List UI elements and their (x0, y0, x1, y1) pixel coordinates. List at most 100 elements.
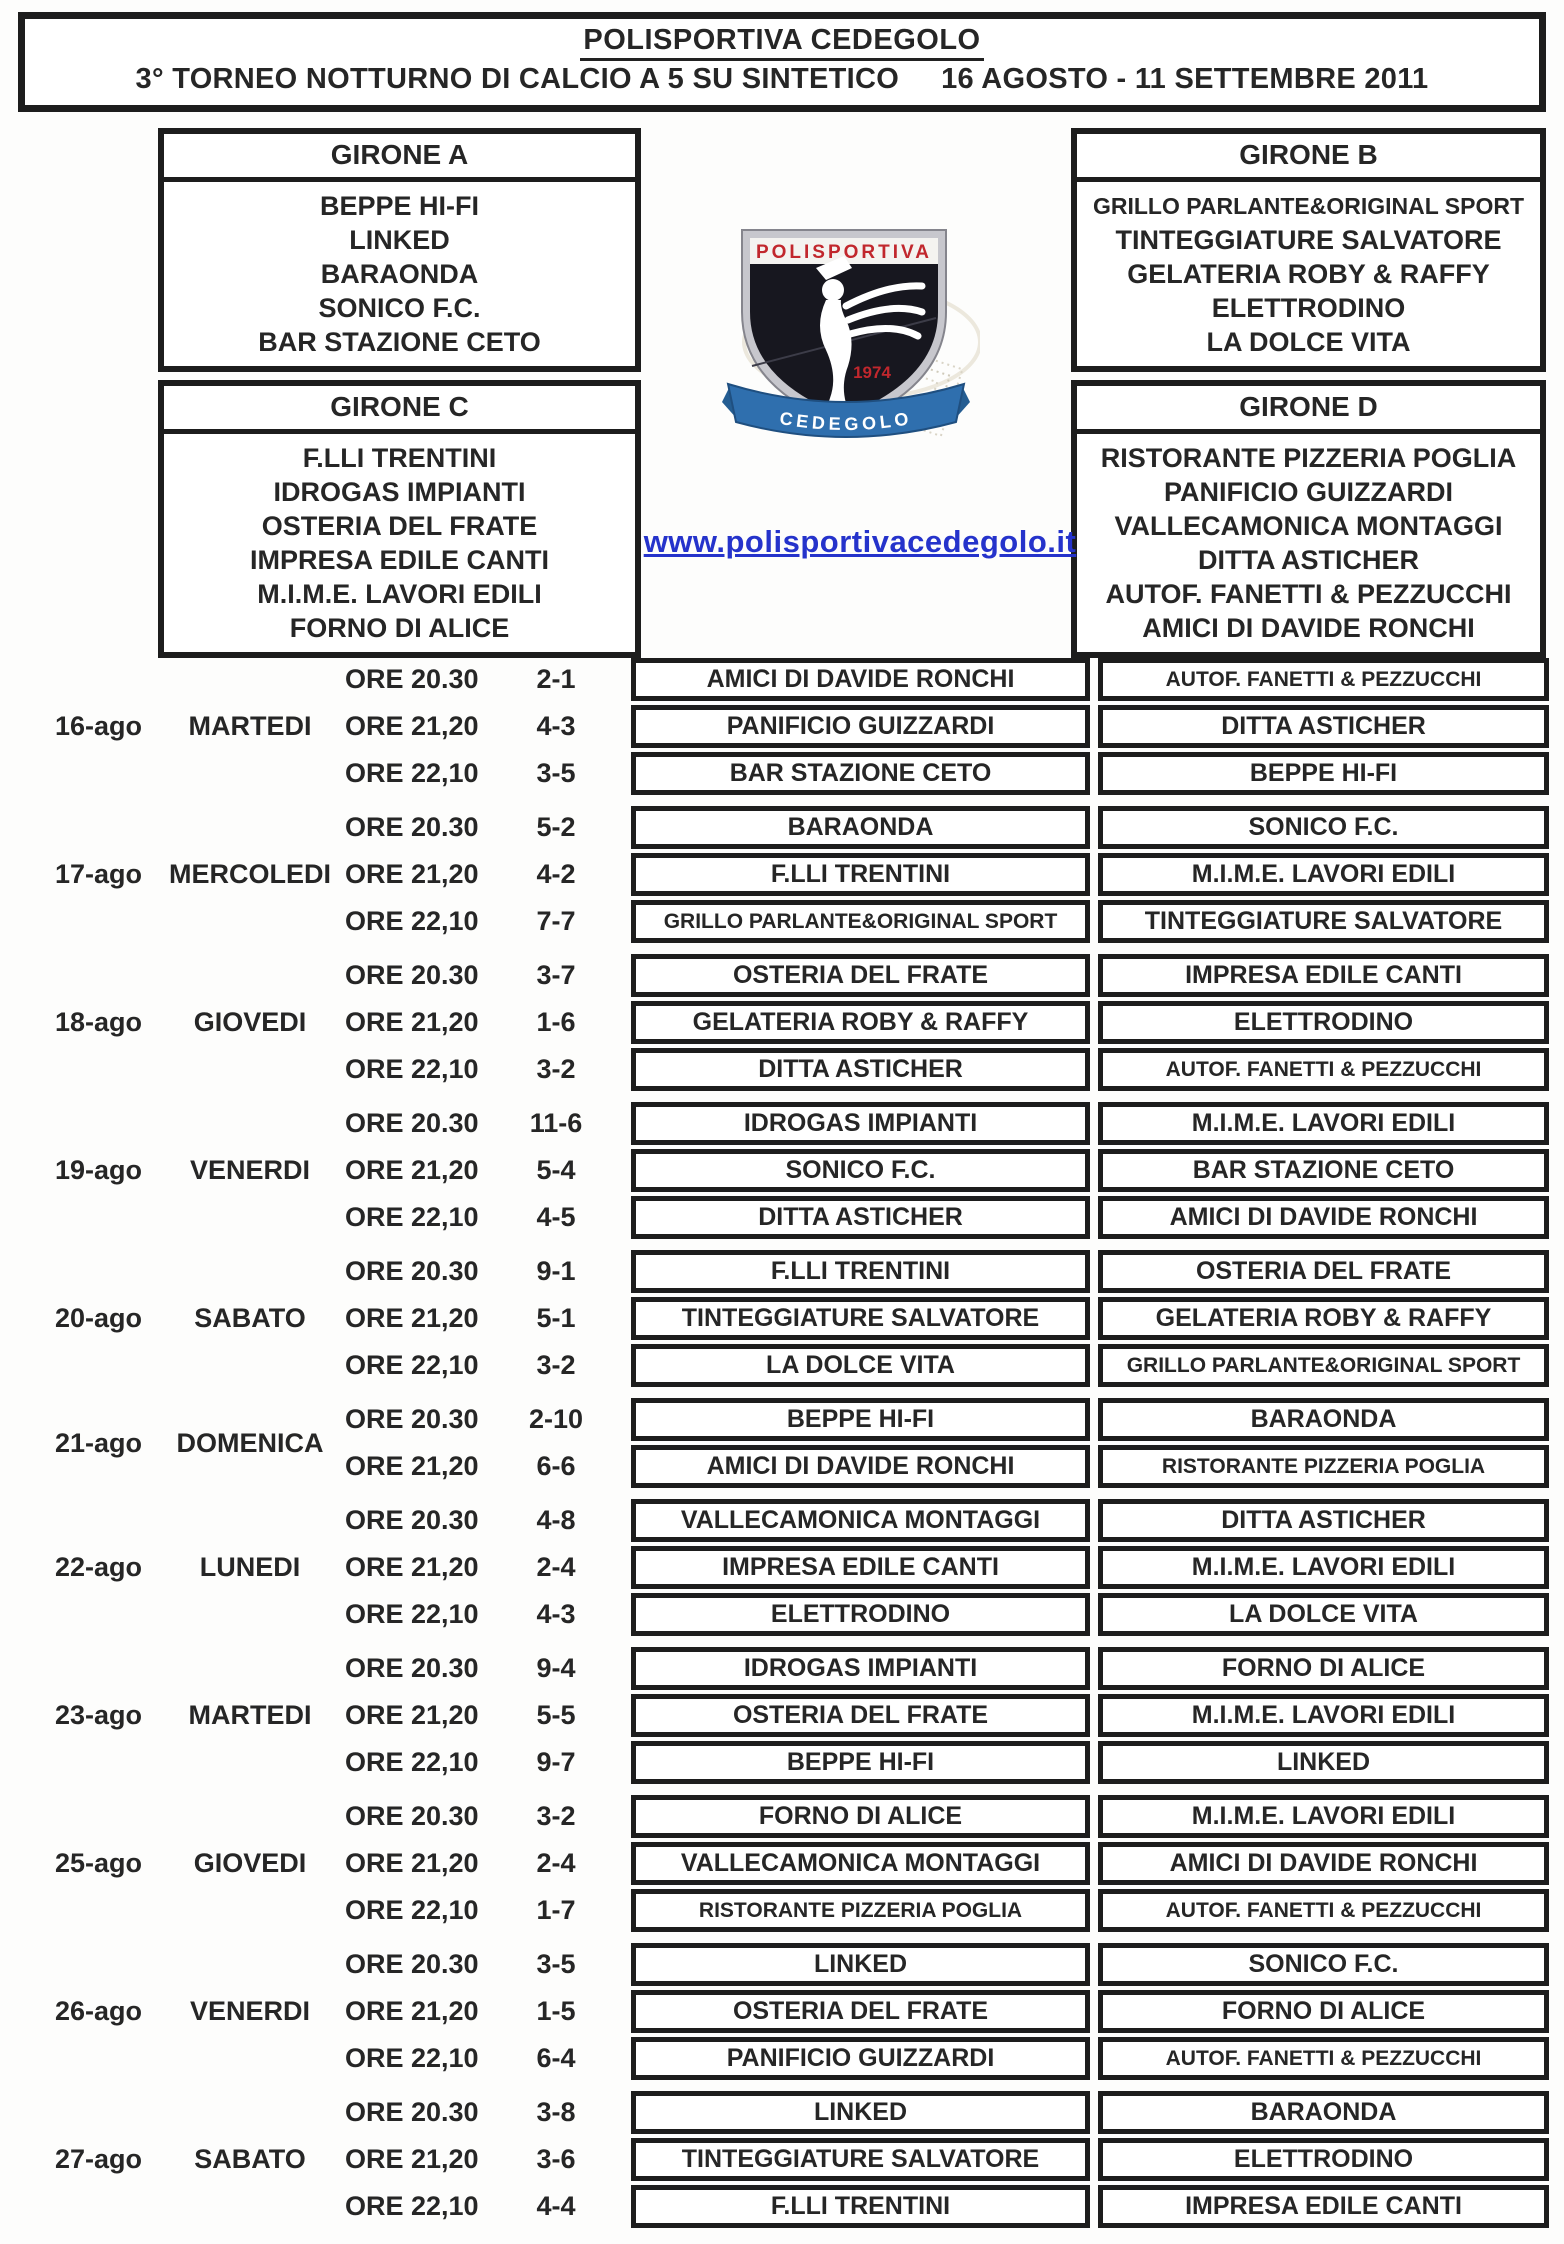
match-time: ORE 21,20 (345, 2144, 479, 2174)
group-team: FORNO DI ALICE (289, 613, 510, 643)
home-team-box: SONICO F.C. (631, 1149, 1090, 1192)
away-team-box: BAR STAZIONE CETO (1098, 1149, 1549, 1192)
away-team-box: BARAONDA (1098, 2091, 1549, 2134)
match-rows: ORE 20.30 3-5 LINKED SONICO F.C. ORE 21,20 1-… (345, 1943, 1549, 2080)
group-team: SONICO F.C. (318, 293, 481, 323)
shield-icon: POLISPORTIVA 1974 (741, 229, 947, 428)
match-day-name: MARTEDI (188, 1700, 312, 1730)
away-team-box: IMPRESA EDILE CANTI (1098, 2185, 1549, 2228)
match-time: ORE 20.30 (345, 664, 479, 694)
match-score: 5-5 (536, 1700, 576, 1730)
match-rows: ORE 20.30 3-2 FORNO DI ALICE M.I.M.E. LAVOR… (345, 1795, 1549, 1932)
match-row: ORE 22,10 1-7 RISTORANTE PIZZERIA POGLIA AU… (345, 1889, 1549, 1932)
match-score: 4-3 (536, 1599, 576, 1629)
group-team: F.LLI TRENTINI (302, 443, 497, 473)
group-team: PANIFICIO GUIZZARDI (1164, 477, 1453, 507)
match-score: 4-5 (536, 1202, 576, 1232)
away-team-box: M.I.M.E. LAVORI EDILI (1098, 1694, 1549, 1737)
match-rows: ORE 20.30 5-2 BARAONDA SONICO F.C. ORE 21,20… (345, 806, 1549, 943)
match-row: ORE 20.30 2-10 BEPPE HI-FI BARAONDA (345, 1398, 1549, 1441)
match-score: 2-4 (536, 1552, 576, 1582)
day-label-group: 18-ago GIOVEDI (0, 1007, 345, 1038)
match-score: 5-4 (536, 1155, 576, 1185)
match-time: ORE 21,20 (345, 711, 479, 741)
match-time: ORE 20.30 (345, 1505, 479, 1535)
away-team-box: FORNO DI ALICE (1098, 1990, 1549, 2033)
group-box-c: GIRONE C F.LLI TRENTINI IDROGAS IMPIANTI O… (158, 380, 641, 658)
team-list: BEPPE HI-FI LINKED BARAONDA SONICO F.C. BAR … (164, 189, 635, 359)
away-team-box: GELATERIA ROBY & RAFFY (1098, 1297, 1549, 1340)
match-row: ORE 20.30 11-6 IDROGAS IMPIANTI M.I.M.E. LA… (345, 1102, 1549, 1145)
match-time: ORE 22,10 (345, 2191, 479, 2221)
home-team-box: IDROGAS IMPIANTI (631, 1102, 1090, 1145)
match-date: 17-ago (55, 859, 143, 889)
match-rows: ORE 20.30 3-8 LINKED BARAONDA ORE 21,20 3-6 TI… (345, 2091, 1549, 2228)
match-row: ORE 21,20 4-3 PANIFICIO GUIZZARDI DITTA AST… (345, 705, 1549, 748)
group-team: LA DOLCE VITA (1206, 327, 1411, 357)
match-row: ORE 21,20 5-4 SONICO F.C. BAR STAZIONE CETO (345, 1149, 1549, 1192)
match-score: 5-2 (536, 812, 576, 842)
match-score: 4-8 (536, 1505, 576, 1535)
home-team-box: AMICI DI DAVIDE RONCHI (631, 1445, 1090, 1488)
match-row: ORE 22,10 3-5 BAR STAZIONE CETO BEPPE HI-FI (345, 752, 1549, 795)
website-link[interactable]: www.polisportivacedegolo.it (643, 524, 1077, 559)
match-day-block: 17-ago MERCOLEDI ORE 20.30 5-2 BARAONDA SONIC… (0, 806, 1564, 943)
match-date: 16-ago (55, 711, 143, 741)
match-day-name: SABATO (194, 1303, 306, 1333)
away-team-box: IMPRESA EDILE CANTI (1098, 954, 1549, 997)
away-team-box: BEPPE HI-FI (1098, 752, 1549, 795)
away-team-box: M.I.M.E. LAVORI EDILI (1098, 1102, 1549, 1145)
match-date: 20-ago (55, 1303, 143, 1333)
match-row: ORE 21,20 1-6 GELATERIA ROBY & RAFFY ELETTR… (345, 1001, 1549, 1044)
match-time: ORE 20.30 (345, 2097, 479, 2127)
home-team-box: PANIFICIO GUIZZARDI (631, 2037, 1090, 2080)
match-day-block: 20-ago SABATO ORE 20.30 9-1 F.LLI TRENTINI OS… (0, 1250, 1564, 1387)
match-score: 2-10 (528, 1404, 584, 1434)
match-date: 27-ago (55, 2144, 143, 2174)
match-time: ORE 21,20 (345, 1700, 479, 1730)
away-team-box: AUTOF. FANETTI & PEZZUCCHI (1098, 658, 1549, 701)
match-score: 5-1 (536, 1303, 576, 1333)
match-time: ORE 20.30 (345, 1653, 479, 1683)
match-day-name: GIOVEDI (193, 1007, 307, 1037)
match-date: 26-ago (55, 1996, 143, 2026)
match-time: ORE 21,20 (345, 1303, 479, 1333)
match-day-block: 16-ago MARTEDI ORE 20.30 2-1 AMICI DI DAVIDE… (0, 658, 1564, 795)
day-label-group: 25-ago GIOVEDI (0, 1848, 345, 1879)
away-team-box: SONICO F.C. (1098, 1943, 1549, 1986)
tournament-dates: 16 AGOSTO - 11 SETTEMBRE 2011 (941, 63, 1429, 95)
match-score: 3-5 (536, 758, 576, 788)
match-row: ORE 21,20 5-5 OSTERIA DEL FRATE M.I.M.E. LA… (345, 1694, 1549, 1737)
match-time: ORE 20.30 (345, 1256, 479, 1286)
match-day-name: SABATO (194, 2144, 306, 2174)
match-score: 11-6 (529, 1108, 583, 1138)
home-team-box: ELETTRODINO (631, 1593, 1090, 1636)
match-row: ORE 21,20 1-5 OSTERIA DEL FRATE FORNO DI AL… (345, 1990, 1549, 2033)
group-team: RISTORANTE PIZZERIA POGLIA (1100, 443, 1517, 473)
home-team-box: IMPRESA EDILE CANTI (631, 1546, 1090, 1589)
team-list: GRILLO PARLANTE&ORIGINAL SPORT TINTEGGIAT… (1077, 189, 1540, 359)
match-day-name: LUNEDI (199, 1552, 301, 1582)
match-rows: ORE 20.30 9-1 F.LLI TRENTINI OSTERIA DEL FR… (345, 1250, 1549, 1387)
match-score: 1-5 (536, 1996, 576, 2026)
group-team: LINKED (349, 225, 450, 255)
match-time: ORE 22,10 (345, 1054, 479, 1084)
away-team-box: BARAONDA (1098, 1398, 1549, 1441)
match-day-block: 25-ago GIOVEDI ORE 20.30 3-2 FORNO DI ALICE M… (0, 1795, 1564, 1932)
day-label-group: 26-ago VENERDI (0, 1996, 345, 2027)
day-label-group: 22-ago LUNEDI (0, 1552, 345, 1583)
group-team: BARAONDA (320, 259, 479, 289)
match-row: ORE 20.30 3-7 OSTERIA DEL FRATE IMPRESA EDI… (345, 954, 1549, 997)
match-date: 19-ago (55, 1155, 143, 1185)
match-row: ORE 22,10 6-4 PANIFICIO GUIZZARDI AUTOF. FA… (345, 2037, 1549, 2080)
home-team-box: RISTORANTE PIZZERIA POGLIA (631, 1889, 1090, 1932)
away-team-box: LINKED (1098, 1741, 1549, 1784)
home-team-box: VALLECAMONICA MONTAGGI (631, 1842, 1090, 1885)
away-team-box: AUTOF. FANETTI & PEZZUCCHI (1098, 2037, 1549, 2080)
group-team: AMICI DI DAVIDE RONCHI (1142, 613, 1475, 643)
home-team-box: DITTA ASTICHER (631, 1196, 1090, 1239)
match-day-block: 22-ago LUNEDI ORE 20.30 4-8 VALLECAMONICA MO… (0, 1499, 1564, 1636)
group-team: BEPPE HI-FI (319, 191, 480, 221)
home-team-box: BEPPE HI-FI (631, 1741, 1090, 1784)
match-time: ORE 21,20 (345, 1007, 479, 1037)
